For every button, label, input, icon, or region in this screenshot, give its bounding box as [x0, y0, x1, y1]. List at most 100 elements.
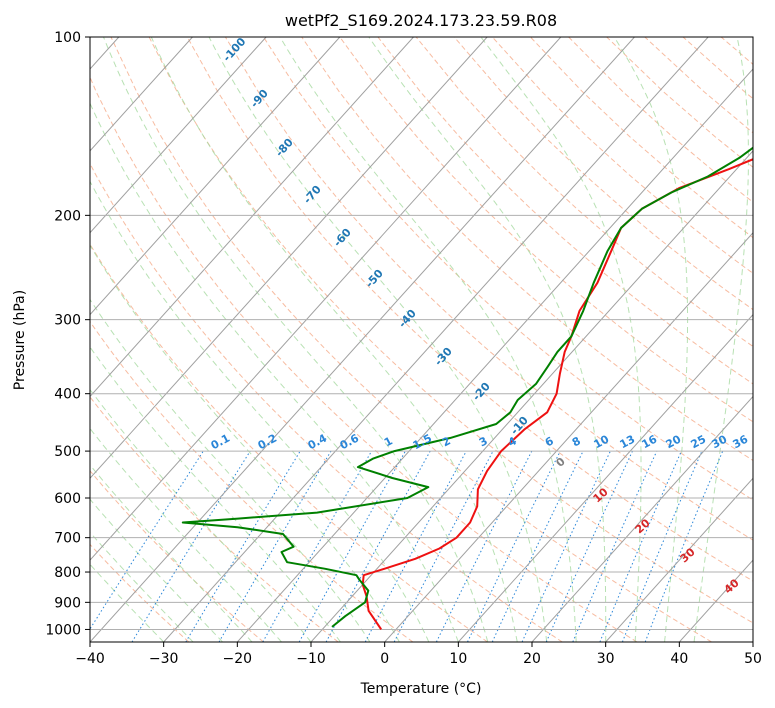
dry-adiabat-line [90, 543, 190, 642]
dry-adiabat-label: -100 [220, 35, 248, 64]
mixing-ratio-label: 16 [640, 432, 660, 451]
mixing-ratio-label: 0.1 [209, 432, 232, 453]
x-tick-label: 0 [380, 651, 389, 667]
y-tick-label: 900 [54, 595, 81, 611]
mixing-ratio-line [621, 450, 703, 642]
dry-adiabat-line [224, 37, 753, 541]
y-tick-label: 100 [54, 30, 81, 46]
x-axis-title: Temperature (°C) [360, 681, 482, 697]
mixing-ratio-line [298, 450, 406, 642]
mixing-ratio-label: 0.4 [306, 431, 330, 452]
mixing-ratio-label: 20 [664, 432, 684, 451]
moist-adiabat-line [90, 531, 194, 642]
background-lines [90, 37, 775, 642]
dry-adiabat-label: -10 [508, 414, 531, 438]
isotherm-line [90, 37, 635, 642]
isotherm-line [384, 231, 753, 642]
dry-adiabat-line [301, 37, 753, 462]
plot-frame [89, 36, 754, 643]
moist-adiabat-label: 40 [722, 576, 742, 596]
x-tick-label: 40 [670, 651, 688, 667]
isotherm-line [163, 37, 709, 642]
isotherm-line [605, 477, 753, 642]
mixing-ratio-label: 30 [710, 432, 730, 451]
moist-adiabat-line [90, 388, 312, 642]
mixing-ratio-line [545, 450, 633, 642]
isotherm-line [310, 150, 753, 642]
series-lines [181, 146, 753, 630]
isotherm-line [90, 37, 414, 398]
dry-adiabat-label: -30 [432, 345, 455, 369]
dry-adiabat-line [530, 37, 753, 239]
dry-adiabat-label: -20 [470, 380, 493, 404]
chart-title: wetPf2_S169.2024.173.23.59.R08 [285, 11, 557, 31]
dry-adiabat-line [90, 162, 563, 642]
dry-adiabat-label: -40 [396, 307, 419, 331]
mixing-ratio-label: 0.2 [256, 432, 279, 453]
mixing-ratio-line [572, 450, 658, 642]
moist-adiabat-line [90, 563, 165, 642]
mixing-ratio-label: 10 [592, 432, 612, 451]
dry-adiabat-line [90, 470, 264, 642]
x-tick-label: 30 [597, 651, 615, 667]
dry-adiabat-line [377, 37, 753, 385]
mixing-ratio-label: 8 [570, 434, 583, 449]
y-axis: 100 200 300 400 500 600 700 800 900 1000 [45, 30, 90, 638]
y-tick-label: 300 [54, 313, 81, 329]
isotherm-line [90, 37, 267, 234]
grid-lines [90, 37, 753, 642]
dry-adiabat-line [568, 37, 753, 203]
dry-adiabat-label: -90 [248, 87, 271, 111]
x-tick-label: −30 [149, 651, 179, 667]
x-tick-label: 20 [523, 651, 541, 667]
moist-adiabat-line [90, 464, 253, 642]
mixing-ratio-line [325, 450, 431, 642]
isotherm-line [457, 313, 753, 642]
isotherm-line [90, 37, 562, 561]
mixing-ratio-label: 36 [731, 432, 751, 451]
y-tick-label: 1000 [45, 622, 81, 638]
moist-adiabat-line [150, 37, 518, 642]
moist-adiabat-line [90, 244, 400, 642]
mixing-ratio-line [90, 450, 204, 630]
moist-adiabat-line [480, 37, 642, 642]
line-labels: -100-90 -80-70 -60 -50 -40 -30 -20 -10 0.1 0.2 0.4… [209, 35, 751, 597]
profile-line [181, 146, 753, 628]
moist-adiabat-line [613, 37, 689, 642]
x-tick-label: −10 [296, 651, 326, 667]
y-tick-label: 200 [54, 208, 81, 224]
dry-adiabat-label: -80 [273, 136, 296, 160]
moist-adiabat-line [90, 498, 223, 642]
mixing-ratio-line [364, 450, 467, 642]
mixing-ratio-label: 3 [477, 434, 490, 449]
y-tick-label: 400 [54, 387, 81, 403]
mixing-ratio-line [644, 450, 724, 642]
x-axis: −40 −30 −20 −10 0 10 20 30 40 50 [75, 642, 762, 667]
moist-adiabat-line [368, 37, 607, 642]
isotherm-line [90, 37, 193, 152]
dry-adiabat-line [110, 37, 712, 642]
moist-adiabat-line [208, 37, 548, 642]
moist-adiabat-line [90, 427, 282, 642]
moist-adiabat-line [90, 346, 341, 642]
dry-adiabat-line [759, 37, 775, 642]
mixing-ratio-label: 1.5 [411, 432, 434, 453]
dry-adiabat-line [263, 37, 753, 501]
mixing-ratio-label: 1 [382, 434, 395, 449]
moist-adiabat-line [103, 37, 489, 642]
mixing-ratio-label: 13 [618, 433, 638, 452]
dry-adiabat-line [148, 37, 753, 624]
dry-adiabat-line [720, 37, 753, 65]
y-tick-label: 500 [54, 444, 81, 460]
x-tick-label: 10 [449, 651, 467, 667]
mixing-ratio-label: 2 [440, 434, 453, 449]
mixing-ratio-label: 25 [689, 433, 709, 452]
isotherm-line [531, 395, 753, 642]
mixing-ratio-line [262, 450, 373, 642]
mixing-ratio-line [599, 450, 682, 642]
moist-adiabat-line [90, 298, 371, 642]
dry-adiabat-line [644, 37, 753, 134]
isotherm-line [752, 641, 753, 642]
dry-adiabat-line [90, 396, 339, 642]
